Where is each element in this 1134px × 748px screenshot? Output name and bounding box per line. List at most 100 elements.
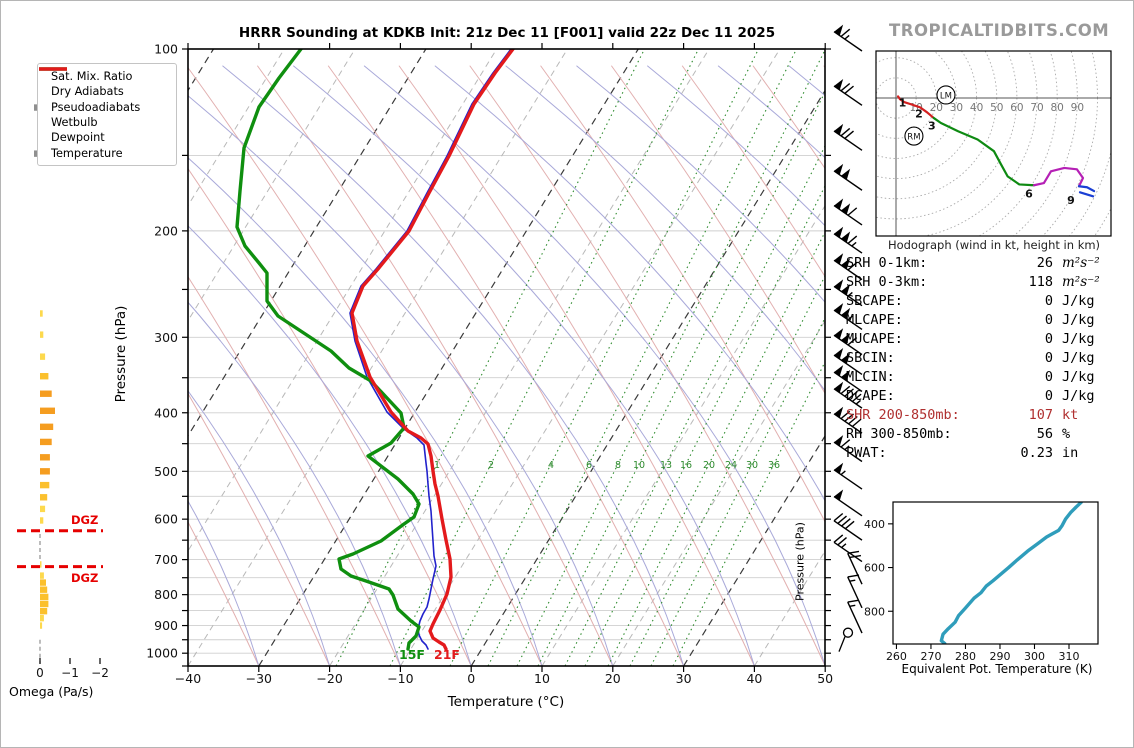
omega-bar — [40, 423, 54, 431]
wind-barb — [833, 406, 863, 434]
pseudoadiabats — [188, 65, 825, 666]
omega-bar — [40, 517, 44, 524]
watermark: TROPICALTIDBITS.COM — [889, 21, 1110, 40]
skewt-axes: −40 −30 −20 −10 0 10 20 30 40 50 100 200 300 400 500 60… — [146, 42, 833, 687]
omega-bar — [40, 438, 52, 446]
thetae-x-tick: 260 — [886, 650, 907, 663]
wind-barb — [833, 365, 863, 393]
isotherms — [188, 49, 825, 666]
dewpoint-trace — [235, 49, 421, 651]
omega-bar — [40, 593, 49, 601]
page-title: HRRR Sounding at KDKB Init: 21z Dec 11 [… — [238, 25, 776, 41]
omega-bar — [40, 614, 44, 622]
omega-bar — [40, 505, 46, 513]
stat-row: SHR 200-850mb: 107 kt — [846, 407, 1079, 424]
x-tick-label: −30 — [246, 671, 272, 686]
pressure-gridlines — [188, 49, 825, 666]
wind-barb — [847, 574, 863, 609]
omega-panel: 0 −1 −2 — [17, 104, 109, 680]
omega-bar — [40, 600, 49, 608]
wind-barb — [833, 78, 863, 106]
thetae-x-tick: 270 — [920, 650, 941, 663]
height-label: 3 — [928, 119, 936, 132]
legend-item: Wetbulb — [39, 68, 98, 130]
svg-text:16: 16 — [680, 460, 692, 471]
omega-tick-label: −1 — [61, 666, 79, 680]
thetae-x-tick: 280 — [955, 650, 976, 663]
wind-barb — [833, 489, 863, 517]
legend-item: Dewpoint — [39, 67, 105, 145]
omega-bar — [40, 622, 43, 629]
temperature-trace — [350, 49, 515, 651]
stats-panel: SRH 0-1km: 26 m²s⁻² SRH 0-3km: 118 m²s⁻² SBCAP… — [846, 253, 1120, 463]
omega-bar — [40, 390, 52, 397]
thetae-axis-title: Equivalent Pot. Temperature (K) — [901, 662, 1093, 676]
wind-barb — [833, 24, 863, 52]
thetae-pressure-title: Pressure (hPa) — [793, 522, 807, 601]
height-label: 2 — [915, 107, 923, 120]
ring-label: 40 — [970, 102, 983, 114]
omega-bar — [40, 607, 48, 615]
ring-label: 20 — [930, 102, 943, 114]
svg-text:4: 4 — [548, 460, 554, 471]
svg-text:1: 1 — [434, 460, 440, 471]
omega-bar — [40, 561, 42, 568]
x-tick-label: 30 — [676, 671, 692, 686]
stat-row: SRH 0-1km: 26 m²s⁻² — [846, 254, 1100, 271]
hodograph-trace — [1032, 166, 1085, 188]
stat-row: SBCIN: 0 J/kg — [846, 350, 1095, 367]
legend-item: Sat. Mix. Ratio — [39, 68, 133, 84]
omega-bar — [40, 454, 50, 461]
hodograph-trace — [1077, 185, 1096, 193]
omega-bar — [40, 586, 48, 593]
wind-barb — [833, 462, 863, 490]
stat-row: RH 300-850mb: 56% — [846, 426, 1071, 443]
omega-bar — [40, 407, 55, 414]
x-tick-label: 40 — [746, 671, 762, 686]
legend: Sat. Mix. Ratio Dry Adiabats Pseudoadiabat… — [37, 63, 177, 166]
thetae-y-tick: 800 — [864, 605, 885, 618]
omega-bar — [40, 331, 44, 338]
surface-dewpoint-label: 15F — [399, 647, 425, 662]
wind-barb — [833, 226, 863, 254]
wind-barb — [838, 627, 854, 652]
wind-barb — [833, 279, 863, 307]
storm-motion-marker: LM — [940, 91, 952, 101]
omega-bar — [40, 373, 49, 380]
omega-tick-label: 0 — [36, 666, 44, 680]
ring-label: 60 — [1010, 102, 1023, 114]
skewt-background — [188, 49, 825, 666]
hodograph-trace — [896, 95, 935, 120]
height-label: 9 — [1067, 194, 1075, 207]
hodograph-caption: Hodograph (wind in kt, height in km) — [887, 238, 1101, 252]
storm-motion-marker: RM — [907, 133, 920, 143]
y-axis-title: Pressure (hPa) — [113, 305, 129, 403]
y-tick-label: 600 — [154, 512, 178, 527]
svg-text:24: 24 — [725, 460, 737, 471]
svg-text:30: 30 — [746, 460, 758, 471]
legend-item: Pseudoadiabats — [39, 68, 141, 114]
height-label: 6 — [1025, 188, 1033, 201]
x-tick-label: −40 — [175, 671, 201, 686]
dgz-label-lower: DGZ — [71, 571, 99, 585]
y-tick-label: 800 — [154, 587, 178, 602]
mixing-ratio-labels: 1 2 4 6 8 10 13 16 20 24 30 36 — [434, 460, 780, 471]
thetae-y-tick: 400 — [864, 518, 885, 531]
hodograph-trace — [932, 116, 1036, 187]
wind-barb — [833, 198, 863, 226]
sounding-traces — [235, 49, 515, 651]
legend-item: Dry Adiabats — [39, 68, 124, 99]
wind-barb — [833, 435, 863, 463]
omega-bar — [40, 494, 48, 501]
stat-row: SBCAPE: 0 J/kg — [846, 292, 1095, 309]
stat-row: DCAPE: 0 J/kg — [846, 388, 1095, 405]
svg-text:10: 10 — [633, 460, 645, 471]
y-tick-label: 700 — [154, 552, 178, 567]
wind-barb — [833, 303, 863, 331]
y-tick-label: 1000 — [146, 646, 178, 661]
x-tick-label: 20 — [605, 671, 621, 686]
omega-bar — [40, 310, 43, 317]
